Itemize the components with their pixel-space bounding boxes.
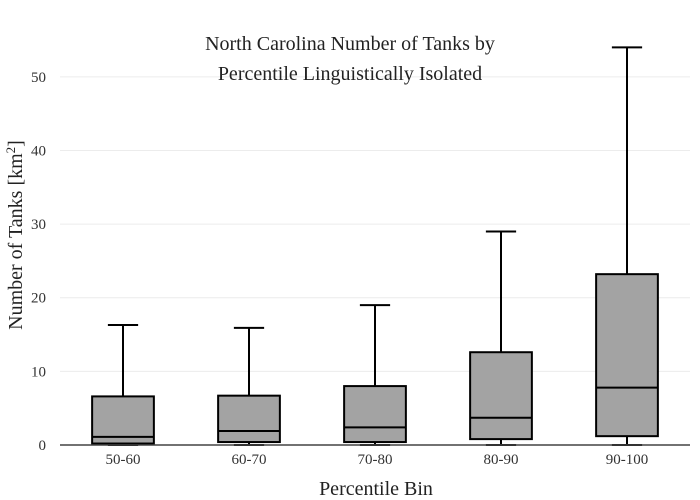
iqr-box xyxy=(91,395,155,445)
x-tick-label: 90-100 xyxy=(606,452,649,468)
y-tick-label: 0 xyxy=(39,438,47,454)
box-80-90 xyxy=(469,230,533,446)
y-axis-label: Number of Tanks [km2] xyxy=(3,140,27,330)
x-axis-label: Percentile Bin xyxy=(319,478,433,500)
box-50-60 xyxy=(91,323,155,446)
iqr-box xyxy=(217,394,281,444)
y-tick-label: 50 xyxy=(31,70,46,86)
x-tick-label: 70-80 xyxy=(358,452,393,468)
box-70-80 xyxy=(343,304,407,446)
box-60-70 xyxy=(217,326,281,446)
y-tick-label: 10 xyxy=(31,364,46,380)
grid-layer xyxy=(60,76,690,372)
y-axis-label-close: ] xyxy=(5,140,27,147)
y-axis-label-main: Number of Tanks [km xyxy=(5,153,27,330)
iqr-box xyxy=(343,385,407,444)
y-axis-label-superscript: 2 xyxy=(3,147,18,154)
iqr-box xyxy=(469,351,533,441)
x-tick-label: 60-70 xyxy=(232,452,267,468)
y-tick-label: 40 xyxy=(31,143,46,159)
chart-title-line-2: Percentile Linguistically Isolated xyxy=(218,63,482,85)
box-layer xyxy=(91,46,659,446)
x-tick-label: 80-90 xyxy=(484,452,519,468)
x-tick-label: 50-60 xyxy=(106,452,141,468)
box-90-100 xyxy=(595,46,659,446)
y-tick-label: 20 xyxy=(31,291,46,307)
iqr-box xyxy=(595,273,659,438)
axis-layer: 0 10 20 30 40 50 50-60 60-70 70-80 80-90 90-100 xyxy=(31,70,690,468)
y-tick-label: 30 xyxy=(31,217,46,233)
chart-title-line-1: North Carolina Number of Tanks by xyxy=(205,33,495,55)
